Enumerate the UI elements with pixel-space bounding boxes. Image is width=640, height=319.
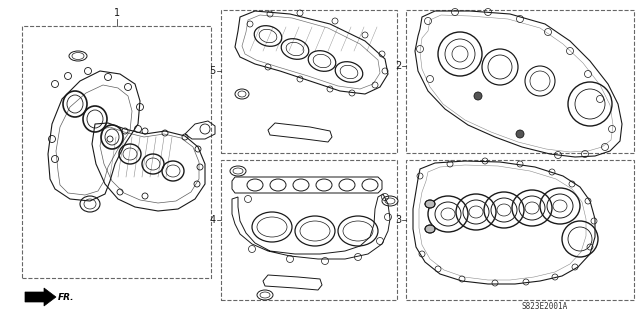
Bar (406, 160, 634, 300)
Text: S823E2001A: S823E2001A (522, 302, 568, 311)
Ellipse shape (425, 200, 435, 208)
Bar (221, 160, 397, 300)
Text: 1: 1 (114, 8, 120, 18)
Bar (406, 10, 634, 153)
Text: FR.: FR. (58, 293, 74, 302)
Polygon shape (25, 288, 56, 306)
Text: 3: 3 (396, 215, 401, 225)
Text: 4: 4 (210, 215, 216, 225)
Bar (22, 26, 211, 278)
Ellipse shape (425, 225, 435, 233)
Text: 2: 2 (395, 61, 401, 71)
Text: 5: 5 (209, 66, 216, 76)
Ellipse shape (474, 92, 482, 100)
Bar (221, 10, 397, 153)
Ellipse shape (516, 130, 524, 138)
